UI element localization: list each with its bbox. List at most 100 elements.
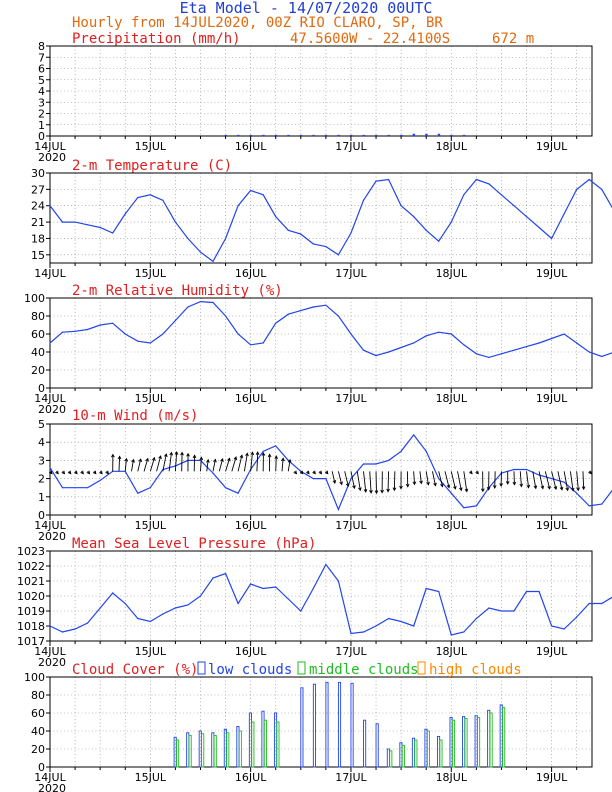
- slp-point: [237, 602, 239, 605]
- temp-point: [551, 237, 553, 240]
- wind-arrow-head: [233, 456, 238, 461]
- wind-arrow-head: [581, 486, 586, 491]
- slp-point: [463, 631, 465, 633]
- slp-point: [112, 592, 114, 594]
- cloud-y-tick-label: 100: [24, 671, 45, 684]
- wind-arrow: [174, 451, 178, 472]
- wind-arrow-head: [131, 458, 135, 463]
- rh-point: [174, 319, 176, 322]
- temp-point: [463, 194, 465, 196]
- cloud-panel-title: Cloud Cover (%): [72, 662, 198, 678]
- slp-point: [438, 590, 440, 593]
- precip-y-tick-label: 6: [38, 63, 45, 76]
- temp-point: [413, 216, 415, 218]
- wind-arrow-head: [386, 488, 390, 493]
- slp-point: [488, 607, 490, 609]
- slp-x-day-label: 15JUL: [135, 645, 167, 658]
- wind-arrow: [250, 452, 253, 472]
- slp-point: [500, 610, 503, 612]
- slp-point: [137, 617, 139, 620]
- wind-panel: 10-m Wind (m/s) 0 1 2 3 4 5 14JUL 15JUL 16JUL 17JU…: [34, 408, 612, 543]
- precip-x-year-label: 2020: [38, 151, 66, 164]
- wind-arrow-head: [274, 455, 279, 459]
- rh-point: [300, 310, 302, 312]
- wind-arrow-head: [99, 470, 103, 475]
- precip-bar: [287, 134, 290, 136]
- wind-point: [563, 481, 565, 483]
- wind-arrow-head: [505, 481, 510, 485]
- wind-arrow-head: [412, 481, 417, 486]
- wind-arrow: [149, 457, 155, 472]
- wind-arrow-head: [199, 456, 204, 461]
- cloud-bar-high-clouds: [350, 682, 354, 768]
- wind-arrow-head: [559, 486, 564, 491]
- wind-arrow-head: [261, 452, 266, 456]
- wind-arrow-head: [55, 470, 59, 475]
- wind-point: [588, 505, 590, 507]
- temp-y-tick-label: 15: [31, 249, 45, 262]
- rh-point: [588, 351, 590, 353]
- wind-line: [49, 433, 612, 512]
- wind-arrow-head: [570, 487, 575, 492]
- wind-point: [525, 468, 528, 471]
- cloud-y-tick-label: 20: [31, 743, 45, 756]
- temp-point: [576, 188, 578, 190]
- wind-arrow-head: [405, 483, 410, 488]
- rh-point: [350, 333, 352, 335]
- wind-arrow: [438, 471, 443, 487]
- precip-bar: [437, 133, 441, 136]
- slp-point: [551, 625, 553, 627]
- wind-arrow-head: [339, 481, 343, 486]
- wind-arrow-head: [553, 486, 558, 491]
- temp-point: [475, 178, 477, 181]
- wind-point: [425, 450, 427, 452]
- wind-y-tick-label: 3: [38, 454, 45, 467]
- wind-arrow: [582, 471, 585, 490]
- rh-x-day-label: 17JUL: [335, 392, 367, 405]
- wind-point: [49, 467, 51, 469]
- slp-point: [337, 580, 340, 582]
- wind-point: [212, 472, 214, 474]
- rh-point: [362, 349, 365, 351]
- wind-arrow: [231, 456, 237, 472]
- slp-y-tick-label: 1022: [17, 560, 45, 573]
- wind-arrow: [331, 471, 336, 484]
- slp-y-tick-label: 1020: [17, 590, 45, 603]
- wind-x-day-label: 17JUL: [335, 519, 367, 532]
- slp-y-tick-label: 1018: [17, 620, 45, 633]
- temp-point: [262, 194, 264, 196]
- wind-arrow-head: [61, 470, 66, 475]
- wind-point: [87, 487, 89, 489]
- precip-bar: [312, 134, 315, 136]
- wind-point: [337, 508, 340, 511]
- wind-point: [74, 487, 76, 489]
- wind-arrow-head: [186, 452, 190, 457]
- wind-point: [475, 505, 477, 507]
- rh-x-day-label: 18JUL: [436, 392, 468, 405]
- wind-arrow: [287, 459, 291, 472]
- slp-point: [149, 620, 151, 623]
- rh-point: [74, 330, 76, 332]
- precip-x-day-label: 16JUL: [235, 140, 267, 153]
- wind-y-tick-label: 5: [38, 418, 45, 431]
- wind-arrow-head: [299, 470, 304, 475]
- wind-arrow-head: [267, 453, 272, 458]
- temp-point: [488, 183, 490, 185]
- wind-arrow: [275, 456, 277, 472]
- precip-y-tick-label: 5: [38, 74, 45, 87]
- wind-point: [413, 434, 415, 436]
- wind-arrow: [131, 459, 134, 472]
- slp-point: [413, 625, 415, 627]
- precip-x-day-label: 15JUL: [135, 140, 167, 153]
- wind-x-year-label: 2020: [38, 530, 66, 543]
- slp-point: [538, 590, 540, 593]
- temp-point: [287, 229, 289, 231]
- precip-y-tick-label: 8: [38, 40, 45, 53]
- cloud-bar-middle-clouds: [188, 735, 192, 768]
- temp-frame: [49, 172, 593, 264]
- temp-point: [99, 226, 101, 229]
- wind-x-day-label: 16JUL: [235, 519, 267, 532]
- temp-line: [49, 178, 612, 263]
- slp-point: [475, 617, 477, 620]
